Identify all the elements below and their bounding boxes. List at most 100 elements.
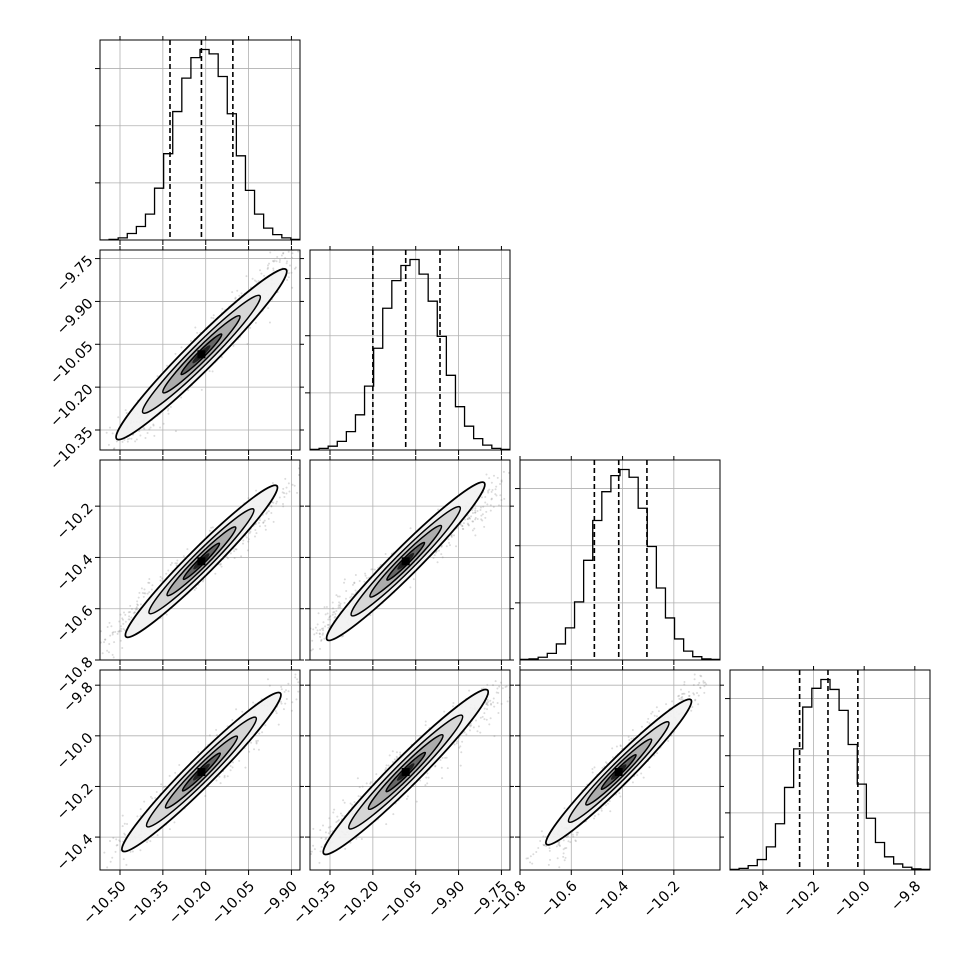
scatter-panel-2-1-marks	[83, 250, 300, 486]
scatter-point	[490, 703, 493, 706]
scatter-point	[288, 490, 291, 493]
scatter-point	[140, 587, 143, 590]
y-tick-label: −10.0	[54, 730, 97, 773]
scatter-point	[702, 665, 704, 667]
scatter-point	[349, 841, 352, 844]
scatter-point	[490, 497, 493, 500]
x-tick-label: −9.8	[888, 878, 924, 914]
scatter-point	[515, 691, 517, 693]
scatter-point	[343, 601, 346, 604]
scatter-point	[455, 545, 458, 548]
scatter-point	[542, 843, 545, 846]
scatter-point	[656, 752, 659, 755]
scatter-point	[266, 511, 269, 514]
histogram-panel-4: −10.4 −10.2 −10.0 −9.8	[725, 666, 931, 921]
scatter-point	[215, 734, 218, 737]
scatter-point	[479, 731, 482, 734]
scatter-point	[593, 817, 596, 820]
scatter-point	[489, 509, 492, 512]
scatter-point	[529, 861, 532, 864]
scatter-point	[529, 855, 532, 858]
panel-background	[100, 40, 300, 240]
scatter-point	[235, 548, 238, 551]
scatter-point	[464, 518, 467, 521]
scatter-point	[312, 827, 315, 830]
scatter-point	[229, 764, 232, 767]
scatter-point	[284, 458, 286, 460]
scatter-point	[542, 456, 544, 458]
scatter-point	[606, 762, 609, 765]
scatter-point	[440, 545, 443, 548]
scatter-point	[246, 549, 249, 552]
scatter-point	[66, 912, 68, 914]
scatter-point	[500, 480, 503, 483]
scatter-point	[697, 694, 700, 697]
scatter-point	[337, 604, 340, 607]
scatter-point	[319, 635, 322, 638]
scatter-point	[91, 451, 93, 453]
scatter-point	[83, 484, 85, 486]
scatter-point	[322, 824, 325, 827]
scatter-point	[343, 801, 346, 804]
scatter-point	[499, 483, 502, 486]
scatter-point	[446, 767, 449, 770]
scatter-point	[124, 451, 126, 453]
scatter-point	[236, 289, 239, 292]
scatter-point	[607, 802, 610, 805]
scatter-point	[136, 604, 139, 607]
scatter-point	[688, 694, 691, 697]
scatter-point	[143, 592, 146, 595]
scatter-point	[437, 549, 440, 552]
scatter-point	[256, 739, 259, 742]
scatter-point	[432, 557, 435, 560]
scatter-point	[297, 681, 300, 684]
scatter-point	[392, 813, 395, 816]
scatter-point	[247, 538, 250, 541]
scatter-point	[238, 294, 241, 297]
scatter-point	[129, 611, 132, 614]
scatter-point	[311, 648, 314, 651]
scatter-point	[282, 252, 285, 255]
scatter-point	[258, 525, 261, 528]
scatter-point	[152, 423, 155, 426]
scatter-point	[273, 259, 276, 262]
scatter-point	[459, 745, 462, 748]
scatter-point	[680, 696, 683, 699]
scatter-point	[204, 795, 207, 798]
scatter-point	[434, 551, 437, 554]
scatter-point	[339, 606, 342, 609]
scatter-point	[173, 821, 176, 824]
scatter-point	[349, 596, 352, 599]
scatter-point	[139, 434, 142, 437]
scatter-point	[134, 608, 137, 611]
scatter-point	[96, 464, 98, 466]
scatter-point	[285, 486, 288, 489]
scatter-point	[96, 465, 98, 467]
scatter-point	[97, 627, 99, 629]
scatter-point	[384, 553, 387, 556]
scatter-point	[118, 839, 121, 842]
scatter-point	[135, 438, 138, 441]
scatter-panel-3-2	[305, 456, 544, 665]
scatter-point	[323, 637, 326, 640]
scatter-point	[558, 842, 561, 845]
scatter-point	[144, 436, 147, 439]
scatter-point	[310, 649, 313, 652]
scatter-point	[338, 595, 341, 598]
scatter-point	[255, 489, 258, 492]
scatter-point	[558, 840, 561, 843]
scatter-point	[488, 488, 491, 491]
scatter-point	[136, 608, 139, 611]
scatter-point	[287, 690, 290, 693]
scatter-point	[481, 513, 484, 516]
scatter-point	[487, 489, 490, 492]
scatter-point	[290, 709, 293, 712]
scatter-point	[497, 712, 500, 715]
scatter-point	[148, 581, 151, 584]
scatter-point	[264, 528, 267, 531]
scatter-point	[166, 409, 169, 412]
scatter-point	[474, 509, 477, 512]
scatter-point	[281, 491, 284, 494]
scatter-point	[692, 684, 695, 687]
scatter-point	[317, 612, 320, 615]
